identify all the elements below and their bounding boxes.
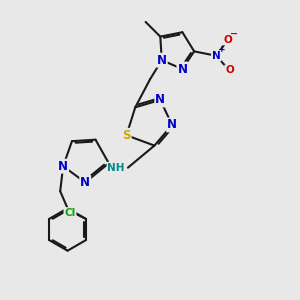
Text: N: N (157, 54, 167, 67)
Text: N: N (155, 93, 165, 106)
Text: N: N (212, 51, 220, 61)
Text: N: N (167, 118, 177, 131)
Text: +: + (218, 45, 226, 54)
Text: O: O (224, 34, 233, 45)
Text: N: N (177, 62, 188, 76)
Text: O: O (225, 65, 234, 76)
Text: N: N (58, 160, 68, 173)
Text: N: N (80, 176, 90, 189)
Text: Cl: Cl (64, 208, 76, 218)
Text: NH: NH (107, 163, 125, 173)
Text: −: − (230, 29, 238, 39)
Text: S: S (122, 129, 131, 142)
